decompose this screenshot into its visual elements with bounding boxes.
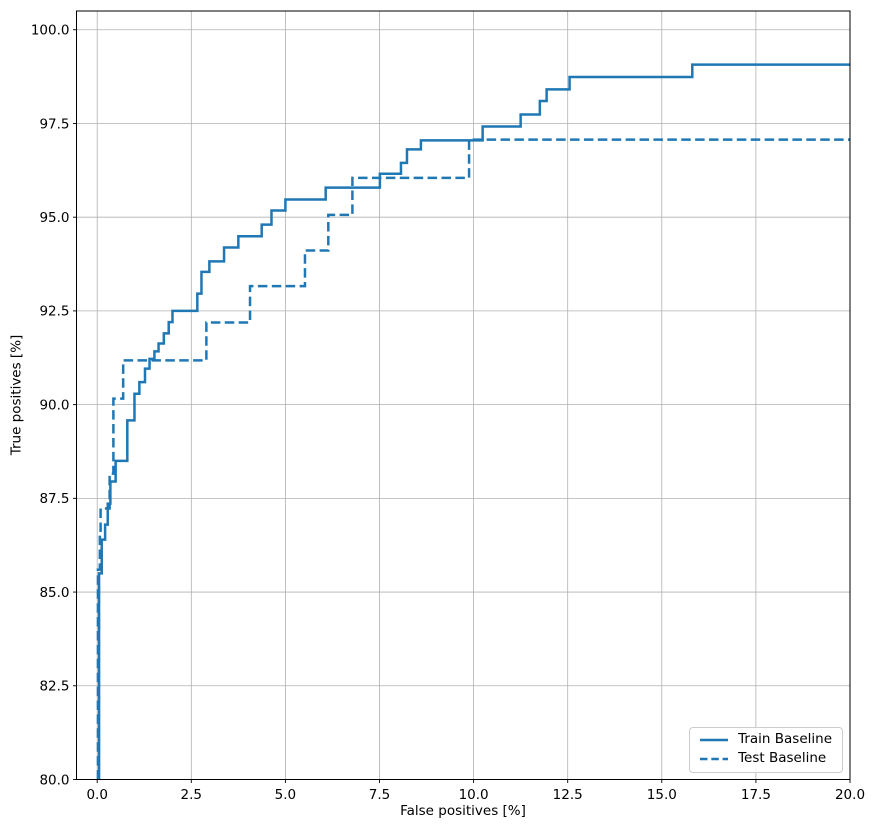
series <box>96 63 850 780</box>
tick-marks <box>73 29 851 783</box>
y-tick-label: 82.5 <box>39 679 69 695</box>
x-tick-label: 15.0 <box>647 787 677 803</box>
legend-item-train: Train Baseline <box>699 733 832 747</box>
legend-label-train: Train Baseline <box>738 731 832 748</box>
train-line-sample <box>700 738 729 742</box>
y-tick-label: 100.0 <box>31 23 70 39</box>
x-tick-label: 10.0 <box>459 787 489 803</box>
legend: Train Baseline Test Baseline <box>689 727 843 773</box>
axes-border <box>76 10 851 780</box>
x-tick-label: 0.0 <box>86 787 107 803</box>
y-tick-label: 97.5 <box>39 116 69 132</box>
x-axis-label: False positives [%] <box>400 803 526 819</box>
legend-item-test: Test Baseline <box>699 752 832 766</box>
x-tick-label: 2.5 <box>181 787 202 803</box>
x-tick-label: 17.5 <box>741 787 771 803</box>
y-tick-label: 80.0 <box>39 772 69 788</box>
y-tick-label: 92.5 <box>39 304 69 320</box>
y-axis-label: True positives [%] <box>8 334 25 456</box>
x-tick-label: 7.5 <box>369 787 390 803</box>
y-tick-label: 95.0 <box>39 210 69 226</box>
y-tick-label: 85.0 <box>39 585 69 601</box>
x-tick-label: 12.5 <box>553 787 583 803</box>
y-tick-label: 87.5 <box>39 491 69 507</box>
x-tick-label: 5.0 <box>275 787 296 803</box>
x-tick-label: 20.0 <box>835 787 865 803</box>
test-line-sample <box>700 757 729 761</box>
tick-labels: 0.0 2.5 5.0 7.5 10.0 12.5 15.0 17.5 20.0 80.0 82.5… <box>31 23 865 804</box>
grid <box>76 11 851 780</box>
y-tick-label: 90.0 <box>39 397 69 413</box>
legend-label-test: Test Baseline <box>738 750 827 767</box>
train-baseline-curve <box>97 63 850 780</box>
